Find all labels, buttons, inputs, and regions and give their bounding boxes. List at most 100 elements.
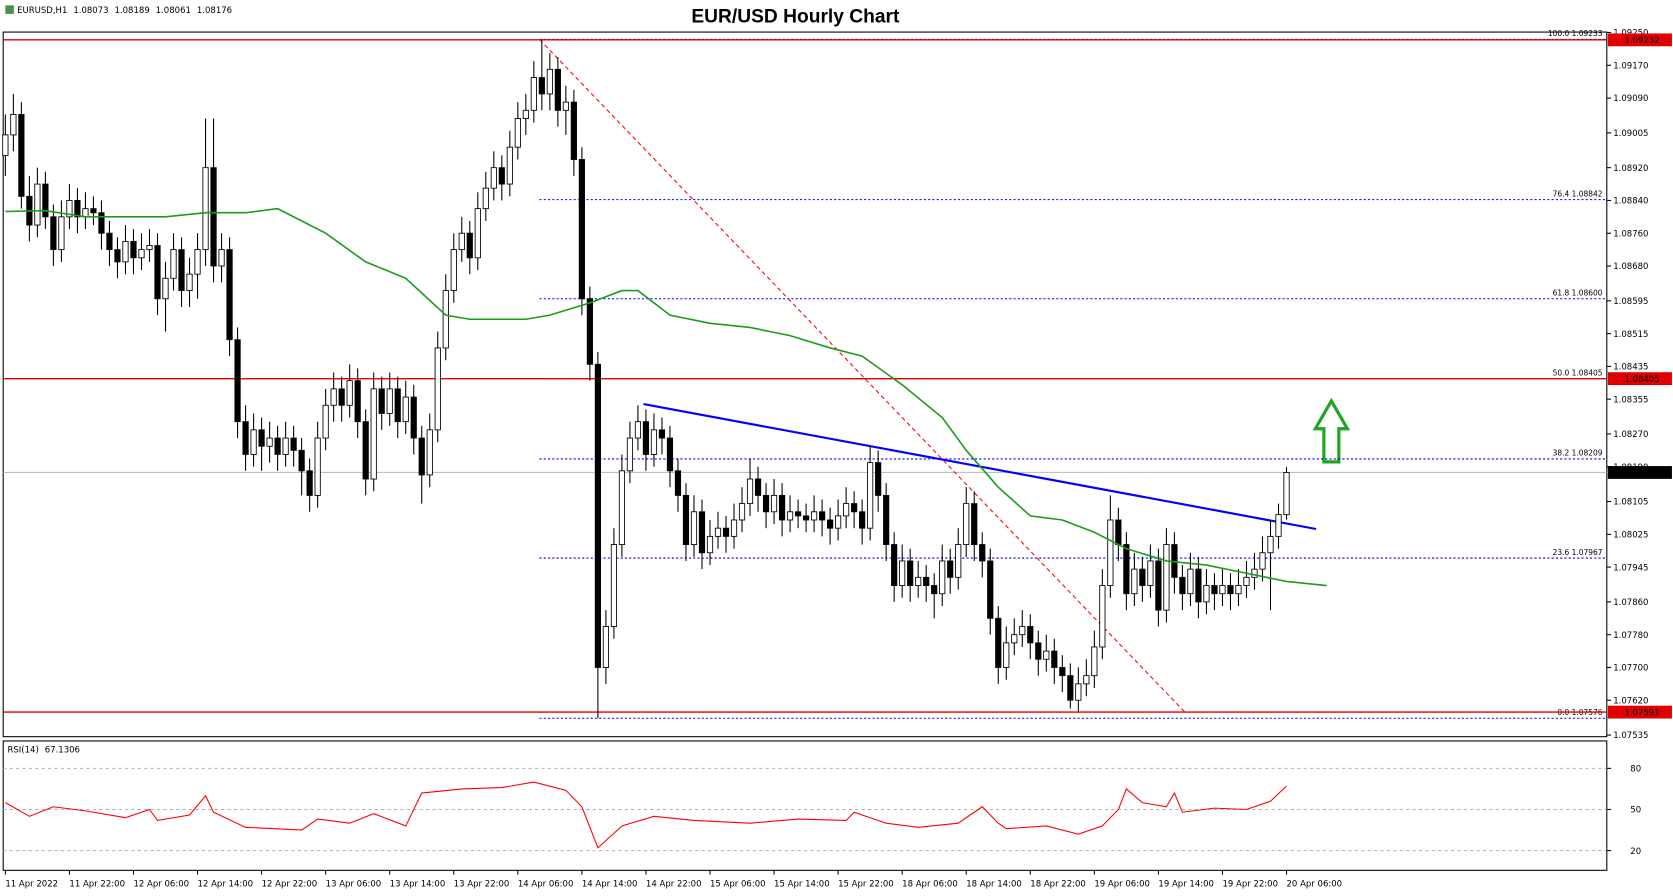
candle-body: [690, 511, 698, 545]
rsi-panel: [2, 740, 1608, 871]
up-arrow: [1312, 397, 1351, 464]
y-tick-label: 1.08760: [1613, 229, 1648, 239]
candle-body: [282, 437, 289, 455]
price-tag: [1607, 33, 1672, 47]
candle-body: [554, 68, 561, 111]
candle-body: [875, 462, 882, 496]
fib-label: 61.8 1.08600: [1553, 289, 1603, 298]
candle-body: [955, 544, 962, 578]
fib-label: 76.4 1.08842: [1553, 189, 1603, 198]
candle-body: [162, 277, 169, 300]
price-tag: [1607, 372, 1672, 386]
candle-body: [666, 437, 674, 472]
candle-body: [314, 437, 321, 496]
x-tick-label: 19 Apr 14:00: [1158, 879, 1214, 889]
y-tick-label: 1.08595: [1613, 297, 1648, 307]
candle-body: [851, 503, 858, 513]
candle-body: [586, 298, 593, 365]
y-tick-label: 1.08025: [1613, 531, 1648, 541]
candle-body: [1107, 519, 1114, 586]
x-tick-label: 12 Apr 22:00: [262, 879, 318, 889]
candle-body: [578, 159, 585, 300]
price-tag: [1607, 466, 1672, 479]
rsi-last: 67.1306: [45, 746, 80, 756]
price-tag-label: 1.07591: [1624, 708, 1659, 718]
candle-body: [346, 380, 353, 406]
candle-body: [394, 388, 401, 423]
candle-body: [1099, 585, 1106, 648]
header: EURUSD,H1 1.08073 1.08189 1.08061 1.0817…: [17, 6, 232, 16]
candle-body: [947, 560, 954, 578]
candle-body: [458, 232, 465, 251]
candle-body: [754, 478, 762, 496]
candle-body: [891, 544, 898, 586]
candle-body: [1163, 544, 1170, 611]
candle-body: [1179, 576, 1186, 595]
fib-label: 38.2 1.08209: [1553, 449, 1603, 458]
candle-body: [867, 462, 874, 529]
candle-body: [722, 527, 730, 537]
candle-body: [250, 429, 257, 455]
candle-body: [370, 388, 377, 480]
candle-body: [10, 113, 17, 136]
candle-body: [1211, 585, 1218, 595]
candle-body: [34, 183, 41, 226]
candle-body: [859, 511, 866, 529]
candle-body: [602, 626, 610, 668]
candle-body: [1275, 514, 1282, 537]
candle-body: [1067, 675, 1074, 701]
candle-body: [306, 470, 313, 496]
candle-body: [74, 200, 81, 218]
candle-body: [706, 535, 714, 554]
x-tick-label: 18 Apr 14:00: [966, 879, 1022, 889]
moving-average: [5, 207, 1327, 587]
candle-body: [82, 208, 89, 218]
x-tick-label: 12 Apr 06:00: [133, 879, 189, 889]
x-tick-label: 14 Apr 22:00: [646, 879, 702, 889]
candle-body: [418, 437, 425, 476]
x-tick-label: 20 Apr 06:00: [1287, 879, 1343, 889]
candle-body: [642, 421, 650, 455]
y-tick-label: 1.09170: [1613, 61, 1648, 71]
candle-body: [1251, 568, 1258, 578]
candle-body: [530, 77, 537, 111]
x-tick-label: 18 Apr 06:00: [902, 879, 958, 889]
price-tag-label: 1.09232: [1624, 36, 1659, 46]
x-tick-label: 14 Apr 14:00: [582, 879, 638, 889]
candle-body: [378, 388, 385, 414]
candle-body: [1123, 544, 1130, 595]
low: 1.08061: [156, 6, 191, 16]
candle-body: [963, 503, 970, 545]
candle-body: [226, 249, 233, 341]
candle-body: [835, 515, 842, 529]
candle-body: [1083, 675, 1090, 685]
candle-body: [979, 544, 986, 562]
x-tick-label: 19 Apr 06:00: [1094, 879, 1150, 889]
candle-body: [242, 421, 249, 455]
candle-body: [1267, 535, 1274, 554]
x-tick-label: 13 Apr 06:00: [326, 879, 382, 889]
x-tick-label: 18 Apr 22:00: [1030, 879, 1086, 889]
candle-body: [594, 363, 601, 668]
candle-body: [770, 494, 778, 513]
candle-body: [674, 470, 682, 496]
candle-body: [907, 560, 914, 586]
candle-body: [482, 187, 489, 210]
x-tick-label: 12 Apr 14:00: [198, 879, 254, 889]
candle-body: [18, 113, 25, 197]
candle-body: [682, 494, 690, 545]
chart-title: EUR/USD Hourly Chart: [691, 6, 900, 27]
candle-body: [1243, 576, 1250, 586]
candle-body: [762, 494, 770, 513]
candle-body: [843, 503, 850, 517]
candle-body: [538, 77, 545, 95]
candle-body: [778, 494, 786, 521]
y-tick-label: 1.08920: [1613, 164, 1648, 174]
candle-body: [1059, 667, 1066, 677]
candle-body: [426, 429, 433, 476]
candle-body: [130, 240, 137, 259]
candle-body: [506, 146, 513, 185]
candle-body: [218, 249, 225, 267]
y-tick-label: 1.07780: [1613, 631, 1648, 641]
